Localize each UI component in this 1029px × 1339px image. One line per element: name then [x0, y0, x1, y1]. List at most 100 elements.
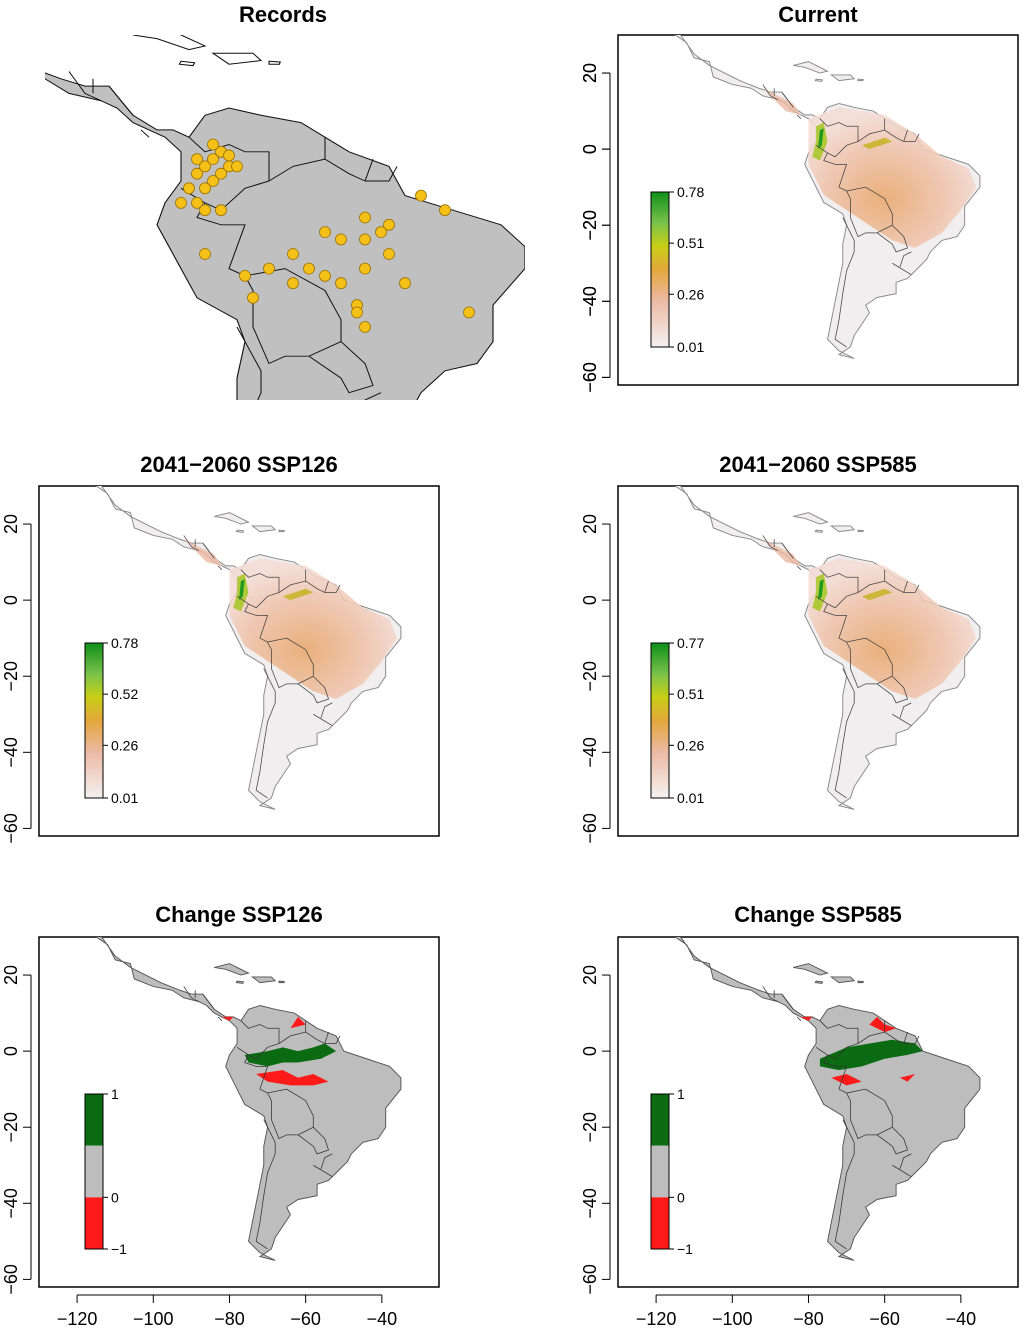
- suitability-map-ssp126: [44, 486, 403, 812]
- y-axis: 20 0 −20 −40 −60: [580, 63, 611, 393]
- y-axis: 20 0 −20 −40 −60: [580, 514, 611, 844]
- occurrence-point: [199, 204, 211, 217]
- y-tick-label: −20: [580, 210, 600, 241]
- plot-frame: [38, 485, 440, 837]
- x-tick-label: −60: [869, 1309, 900, 1329]
- legend-label: 0.78: [677, 184, 704, 200]
- y-tick-label: −20: [580, 210, 600, 241]
- panel-title-change585: Change SSP585: [734, 902, 902, 927]
- occurrence-point: [439, 204, 451, 217]
- occurrence-point: [263, 262, 275, 275]
- legend-label: −1: [677, 1241, 693, 1257]
- y-tick-label: 20: [580, 514, 600, 534]
- plot-frame: [617, 485, 1019, 837]
- suitability-map-ssp585: [623, 486, 982, 812]
- y-tick-label: 20: [580, 63, 600, 83]
- y-tick-label: 0: [580, 595, 600, 605]
- y-axis-ssp126: 20 0 −20 −40 −60: [1, 514, 32, 844]
- occurrence-point: [175, 196, 187, 209]
- legend-label: 1: [111, 1086, 119, 1102]
- x-tick-label: −100: [133, 1309, 174, 1329]
- legend-label: 0.01: [111, 790, 138, 806]
- legend-ssp126: 0.78 0.52 0.26 0.01: [84, 635, 138, 806]
- occurrence-point: [199, 182, 211, 195]
- occurrence-point: [247, 291, 259, 304]
- y-tick-label: −20: [1, 661, 21, 692]
- y-tick-label: −40: [1, 737, 21, 768]
- y-tick-label: −60: [580, 813, 600, 844]
- y-tick-label: −20: [580, 661, 600, 692]
- occurrence-point: [383, 248, 395, 260]
- legend-label: 0: [677, 1189, 685, 1205]
- y-tick-label: 0: [1, 1046, 21, 1056]
- legend-label: 0.77: [677, 635, 704, 651]
- legend-label: −1: [111, 1241, 127, 1257]
- y-axis: 20 0 −20 −40 −60: [580, 965, 611, 1295]
- y-tick-label: −40: [580, 286, 600, 317]
- occurrence-point: [215, 204, 227, 217]
- y-tick-label: 20: [1, 514, 21, 534]
- legend-label: 0.78: [111, 635, 138, 651]
- y-tick-label: −60: [580, 362, 600, 393]
- occurrence-point: [183, 182, 195, 195]
- legend-label: 0.01: [677, 790, 704, 806]
- occurrence-points: [175, 138, 475, 333]
- occurrence-point: [207, 153, 219, 166]
- y-tick-label: −40: [580, 737, 600, 768]
- occurrence-point: [223, 149, 235, 162]
- legend-label: 0.26: [677, 286, 704, 302]
- plot-frame: [617, 34, 1019, 386]
- occurrence-point: [191, 196, 203, 209]
- legend-change585: 1 0 −1: [650, 1086, 693, 1257]
- occurrence-point: [359, 233, 371, 246]
- records-map: [0, 0, 525, 597]
- change-map-ssp126: [44, 937, 403, 1263]
- y-tick-label: −60: [1, 1264, 21, 1295]
- panel-title-change126: Change SSP126: [155, 902, 323, 927]
- occurrence-point: [359, 262, 371, 275]
- occurrence-point: [199, 248, 211, 260]
- occurrence-point: [383, 218, 395, 231]
- occurrence-point: [415, 189, 427, 202]
- y-tick-label: −20: [1, 1112, 21, 1143]
- occurrence-point: [191, 167, 203, 180]
- occurrence-point: [199, 160, 211, 173]
- suitability-map-current: [623, 35, 982, 361]
- occurrence-point: [319, 269, 331, 282]
- panel-change126: Change SSP126 20 0 −20 −40 −60 −120 −100 −80 −6…: [1, 902, 440, 1329]
- y-tick-label: −60: [580, 362, 600, 393]
- legend-label: 0.01: [677, 339, 704, 355]
- x-tick-label: −80: [214, 1309, 245, 1329]
- legend-label: 0.51: [677, 235, 704, 251]
- occurrence-point: [287, 248, 299, 260]
- y-tick-label: 20: [580, 63, 600, 83]
- panel-ssp126: 2041−2060 SSP126 200−20−40−60 0.780.520.…: [1, 452, 440, 844]
- occurrence-point: [287, 277, 299, 290]
- occurrence-point: [359, 211, 371, 224]
- x-axis-change126: −120 −100 −80 −60 −40: [57, 1294, 398, 1329]
- x-tick-label: −40: [367, 1309, 398, 1329]
- legend-ssp585: 0.77 0.51 0.26 0.01: [650, 635, 704, 806]
- occurrence-point: [303, 262, 315, 275]
- y-tick-label: 0: [580, 1046, 600, 1056]
- y-axis-change126: 20 0 −20 −40 −60: [1, 965, 32, 1295]
- panel-ssp585: 2041−2060 SSP585 0.77 0.51 0.26 0.01: [617, 452, 1019, 837]
- y-tick-label: −60: [1, 813, 21, 844]
- plot-frame: [38, 936, 440, 1288]
- legend-change126: 1 0 −1: [84, 1086, 127, 1257]
- panel-change585: Change SSP585 −120 −100 −80 −60 −40 1 0 −1: [617, 902, 1019, 1329]
- occurrence-point: [335, 233, 347, 246]
- y-tick-label: −40: [580, 1188, 600, 1219]
- y-tick-label: 0: [580, 144, 600, 154]
- occurrence-point: [231, 160, 243, 173]
- y-tick-label: −60: [580, 1264, 600, 1295]
- x-tick-label: −120: [636, 1309, 677, 1329]
- x-axis-change585: −120 −100 −80 −60 −40: [636, 1294, 976, 1329]
- legend-label: 1: [677, 1086, 685, 1102]
- legend-label: 0.26: [111, 737, 138, 753]
- occurrence-point: [319, 226, 331, 239]
- y-tick-label: 20: [580, 965, 600, 985]
- occurrence-point: [191, 153, 203, 166]
- occurrence-point: [239, 269, 251, 282]
